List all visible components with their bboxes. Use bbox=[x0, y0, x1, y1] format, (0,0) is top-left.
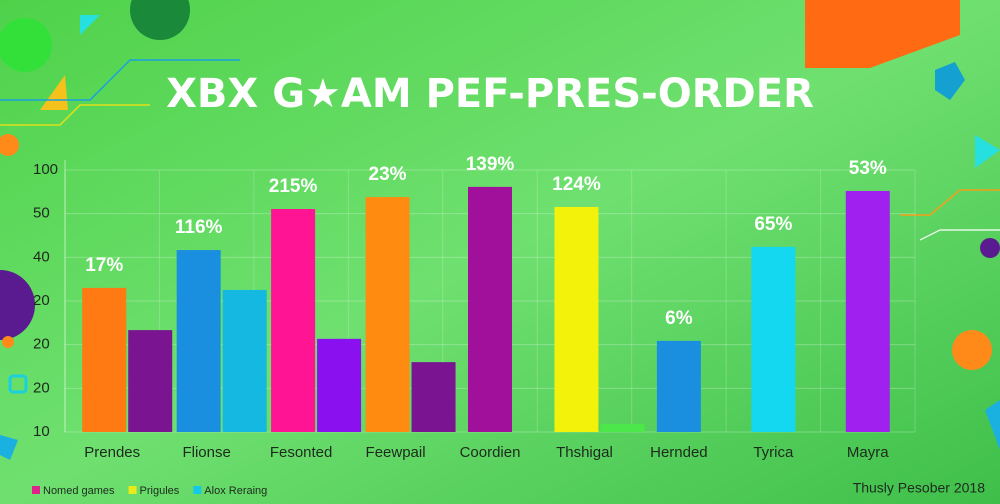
bar-label: 215% bbox=[269, 176, 318, 197]
bar bbox=[600, 424, 645, 432]
bar-label: 124% bbox=[552, 174, 601, 195]
bar-label: 116% bbox=[175, 217, 223, 238]
bar bbox=[751, 246, 796, 432]
x-tick-label: Fesonted bbox=[270, 444, 333, 461]
x-tick-label: Coordien bbox=[460, 444, 521, 461]
bar-label: 6% bbox=[665, 308, 693, 329]
bar-label: 65% bbox=[754, 214, 792, 235]
y-axis-label: 100 bbox=[33, 161, 58, 178]
bar bbox=[271, 209, 316, 432]
y-axis-label: 50 bbox=[33, 205, 50, 222]
bar bbox=[222, 289, 267, 432]
bar bbox=[554, 206, 599, 432]
bar-label: 139% bbox=[466, 154, 515, 175]
bar bbox=[128, 330, 173, 432]
bar-label: 23% bbox=[369, 164, 407, 185]
x-tick-label: Tyrica bbox=[753, 444, 794, 461]
y-axis-label: 10 bbox=[33, 423, 50, 440]
bar bbox=[82, 287, 127, 432]
y-axis-label: 20 bbox=[33, 336, 50, 353]
x-tick-label: Flionse bbox=[182, 444, 230, 461]
y-axis-label: 40 bbox=[33, 248, 50, 265]
x-tick-label: Prendes bbox=[84, 444, 140, 461]
plot: 100 50 40 20 20 20 10 17% Prendes 116% Flionse 215%… bbox=[32, 154, 916, 497]
x-tick-label: Mayra bbox=[847, 444, 889, 461]
y-axis-label: 20 bbox=[33, 379, 50, 396]
bar bbox=[317, 338, 362, 432]
legend-label: Prigules bbox=[140, 485, 180, 497]
x-tick-label: Thshigal bbox=[556, 444, 613, 461]
legend-swatch bbox=[128, 486, 137, 494]
decoration bbox=[0, 0, 1000, 460]
bar-label: 17% bbox=[85, 255, 123, 276]
bar bbox=[411, 362, 456, 432]
bar bbox=[468, 186, 512, 432]
legend-label: Nomed games bbox=[43, 485, 115, 497]
bar bbox=[365, 197, 410, 432]
legend-label: Alox Reraing bbox=[204, 485, 267, 497]
bar bbox=[845, 190, 890, 432]
x-tick-label: Hernded bbox=[650, 444, 708, 461]
legend-swatch bbox=[32, 486, 40, 494]
footer: Thusly Pesober 2018 bbox=[853, 480, 986, 496]
legend-swatch bbox=[193, 486, 202, 494]
y-axis-label: 20 bbox=[33, 292, 50, 309]
chart-title: XBX G★AM PEF-PRES-ORDER bbox=[166, 71, 814, 117]
x-tick-label: Feewpail bbox=[366, 444, 426, 461]
bar bbox=[176, 250, 221, 432]
bar-label: 53% bbox=[849, 158, 887, 179]
bar bbox=[656, 340, 701, 432]
